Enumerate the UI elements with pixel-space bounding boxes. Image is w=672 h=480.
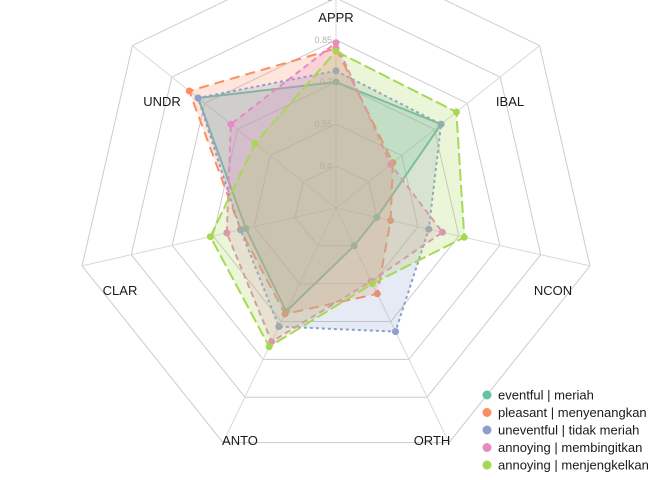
legend-swatch bbox=[482, 390, 492, 400]
tick-label: 1 bbox=[327, 0, 332, 3]
data-point bbox=[392, 328, 399, 336]
legend-swatch bbox=[482, 443, 492, 452]
radar-tick-labels: 1 0.85 0.7 0.55 0.4 bbox=[314, 0, 332, 171]
legend-swatch bbox=[482, 425, 492, 435]
data-point bbox=[227, 120, 235, 128]
legend-swatch bbox=[482, 408, 492, 417]
axis-label: APPR bbox=[318, 10, 353, 25]
data-point bbox=[242, 225, 250, 233]
data-point bbox=[437, 120, 445, 128]
data-point bbox=[206, 233, 214, 241]
data-point bbox=[332, 67, 340, 75]
legend-label: eventful | meriah bbox=[498, 388, 594, 403]
series-line bbox=[225, 41, 444, 344]
legend-label: annoying | membingitkan bbox=[498, 440, 642, 455]
legend-swatch bbox=[482, 460, 492, 470]
grid-ring bbox=[294, 165, 378, 247]
data-point bbox=[332, 47, 340, 55]
axis-label: UNDR bbox=[143, 94, 181, 109]
grid-ring bbox=[171, 39, 501, 360]
grid-ring bbox=[81, 0, 591, 444]
series bbox=[223, 39, 446, 346]
data-point bbox=[425, 225, 433, 233]
data-point bbox=[281, 310, 289, 318]
series bbox=[206, 47, 468, 351]
data-point bbox=[265, 343, 273, 351]
data-point bbox=[373, 290, 381, 298]
axis-label: ORTH bbox=[414, 433, 451, 448]
data-point bbox=[350, 242, 358, 250]
data-point bbox=[275, 323, 283, 331]
data-point bbox=[387, 160, 395, 168]
data-point bbox=[251, 139, 259, 147]
axis-label: IBAL bbox=[496, 94, 524, 109]
grid-spoke bbox=[132, 45, 337, 209]
series-line bbox=[196, 69, 443, 333]
grid-ring bbox=[130, 0, 542, 398]
data-point bbox=[460, 233, 468, 241]
tick-label: 0.85 bbox=[314, 35, 332, 45]
data-point bbox=[223, 229, 231, 237]
tick-label: 0.7 bbox=[319, 77, 332, 87]
data-point bbox=[332, 78, 340, 86]
axis-label: CLAR bbox=[103, 283, 138, 298]
axis-label: ANTO bbox=[222, 433, 258, 448]
data-point bbox=[368, 280, 376, 288]
radar-series bbox=[185, 39, 468, 351]
legend-label: pleasant | menyenangkan bbox=[498, 405, 647, 420]
series-line bbox=[209, 49, 466, 349]
axis-label: NCON bbox=[534, 283, 572, 298]
data-point bbox=[452, 108, 460, 116]
data-point bbox=[237, 226, 244, 234]
data-point bbox=[373, 213, 381, 221]
series-line bbox=[187, 47, 394, 316]
legend: eventful | meriah pleasant | menyenangkan… bbox=[482, 388, 649, 473]
series-area bbox=[226, 42, 443, 342]
tick-label: 0.55 bbox=[314, 119, 332, 129]
series-area bbox=[198, 70, 442, 332]
tick-label: 0.4 bbox=[319, 161, 332, 171]
data-point bbox=[439, 228, 446, 236]
series-area bbox=[189, 48, 393, 315]
data-point bbox=[387, 217, 395, 224]
data-point bbox=[332, 39, 340, 47]
data-point bbox=[194, 94, 202, 102]
legend-label: uneventful | tidak meriah bbox=[498, 423, 639, 438]
grid-spoke bbox=[335, 45, 540, 209]
data-point bbox=[185, 87, 193, 95]
radar-axis-labels: APPR IBAL NCON ORTH ANTO CLAR UNDR bbox=[103, 10, 572, 448]
grid-ring bbox=[253, 123, 419, 285]
legend-label: annoying | menjengkelkan bbox=[498, 458, 649, 473]
series-area bbox=[210, 51, 465, 347]
series bbox=[194, 67, 445, 336]
